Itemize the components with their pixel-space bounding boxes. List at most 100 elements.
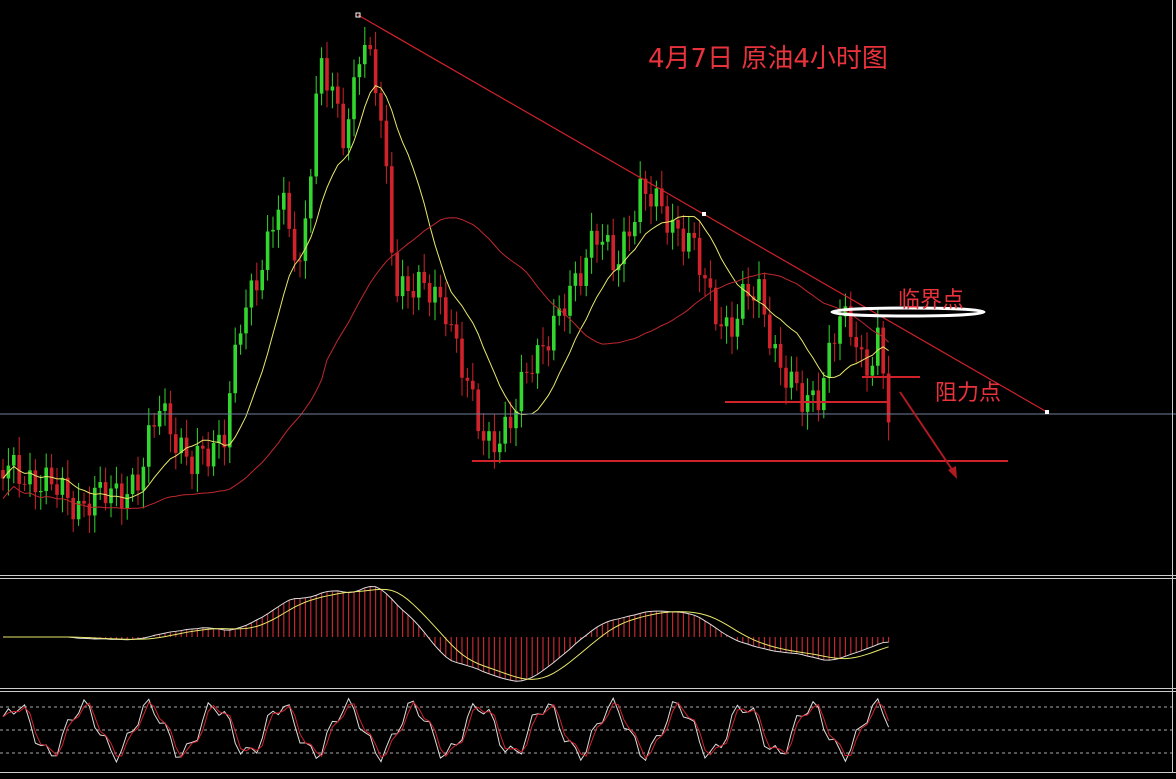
candle-body: [719, 324, 723, 327]
chart-title: 4月7日 原油4小时图: [648, 44, 888, 74]
candle-body: [206, 448, 210, 467]
candle-body: [827, 342, 831, 379]
oscillator-signal: [2, 701, 890, 759]
candle-body: [465, 377, 470, 381]
candle-body: [535, 345, 540, 374]
trend-handle: [702, 212, 706, 216]
candle-body: [28, 470, 32, 485]
candle-body: [249, 280, 254, 308]
candle-body: [357, 64, 362, 78]
annotation: 临界点: [898, 288, 964, 313]
candle-body: [546, 346, 551, 351]
candle-body: [865, 349, 869, 376]
trend-handle: [1045, 410, 1049, 414]
candle-body: [822, 378, 826, 411]
candle-body: [454, 324, 459, 339]
candle-body: [573, 273, 578, 286]
candle-body: [298, 260, 302, 262]
candle-body: [125, 494, 129, 509]
candle-body: [541, 345, 545, 347]
candle-body: [654, 188, 659, 207]
candle-body: [741, 283, 745, 319]
candle-body: [66, 477, 70, 498]
candle-body: [681, 228, 686, 252]
candle-body: [811, 390, 815, 396]
candle-body: [238, 333, 243, 345]
oscillator-pane: [0, 697, 1172, 764]
candle-body: [481, 431, 486, 441]
candle-body: [492, 431, 497, 453]
candle-body: [195, 445, 200, 474]
candle-body: [157, 410, 162, 427]
candle-body: [530, 372, 534, 374]
candle-body: [854, 336, 858, 348]
candle-body: [163, 403, 167, 411]
candle-body: [292, 228, 297, 261]
candle-body: [778, 343, 783, 368]
candle-body: [33, 470, 38, 493]
candle-body: [417, 271, 421, 298]
candle-body: [670, 219, 675, 233]
candle-body: [271, 229, 275, 232]
candle-body: [39, 491, 43, 493]
candle-body: [471, 380, 475, 390]
candle-body: [363, 44, 367, 65]
candle-body: [881, 327, 885, 374]
candle-body: [82, 500, 86, 504]
candle-body: [17, 454, 21, 484]
candle-body: [1, 470, 5, 479]
candle-body: [71, 497, 75, 520]
candle-body: [336, 86, 340, 104]
candle-body: [562, 308, 567, 316]
candle-body: [406, 276, 410, 292]
signal-line: [3, 588, 889, 680]
candle-body: [384, 120, 389, 167]
candle-body: [514, 411, 518, 429]
candle-body: [352, 77, 356, 120]
candle-body: [795, 371, 799, 384]
candle-body: [120, 483, 124, 509]
candle-body: [184, 437, 189, 457]
candle-body: [784, 367, 788, 388]
candle-body: [303, 218, 308, 261]
candle-body: [222, 434, 227, 448]
candle-body: [449, 324, 453, 326]
candle-body: [503, 416, 507, 444]
candle-body: [460, 338, 464, 378]
moving-average: [2, 217, 889, 510]
candle-body: [141, 466, 146, 491]
candle-body: [606, 235, 610, 242]
arrow: [899, 391, 956, 475]
price-pane: [1, 26, 891, 534]
candle-body: [168, 403, 173, 435]
candle-body: [368, 44, 372, 50]
candle-body: [255, 280, 259, 291]
candle-body: [703, 275, 707, 279]
candle-body: [60, 477, 65, 495]
candle-body: [346, 119, 351, 149]
arrow-head: [948, 466, 957, 479]
candle-body: [265, 231, 270, 270]
candle-body: [849, 306, 853, 337]
annotation: 阻力点: [935, 381, 1001, 406]
candle-body: [832, 342, 837, 344]
candle-body: [687, 232, 691, 252]
candle-body: [444, 297, 448, 325]
candle-body: [179, 437, 183, 454]
candle-body: [589, 230, 594, 258]
candle-body: [276, 209, 281, 230]
candle-body: [746, 283, 750, 297]
candle-body: [228, 393, 232, 448]
candle-body: [330, 86, 335, 91]
candle-body: [838, 316, 842, 344]
candle-body: [190, 456, 194, 474]
candle-body: [870, 365, 875, 376]
candle-body: [730, 317, 734, 337]
candle-body: [638, 178, 642, 223]
candle-body: [816, 390, 821, 411]
candle-body: [233, 344, 237, 394]
candle-body: [44, 467, 48, 492]
trend-handle: [355, 12, 361, 18]
candle-body: [525, 371, 529, 373]
